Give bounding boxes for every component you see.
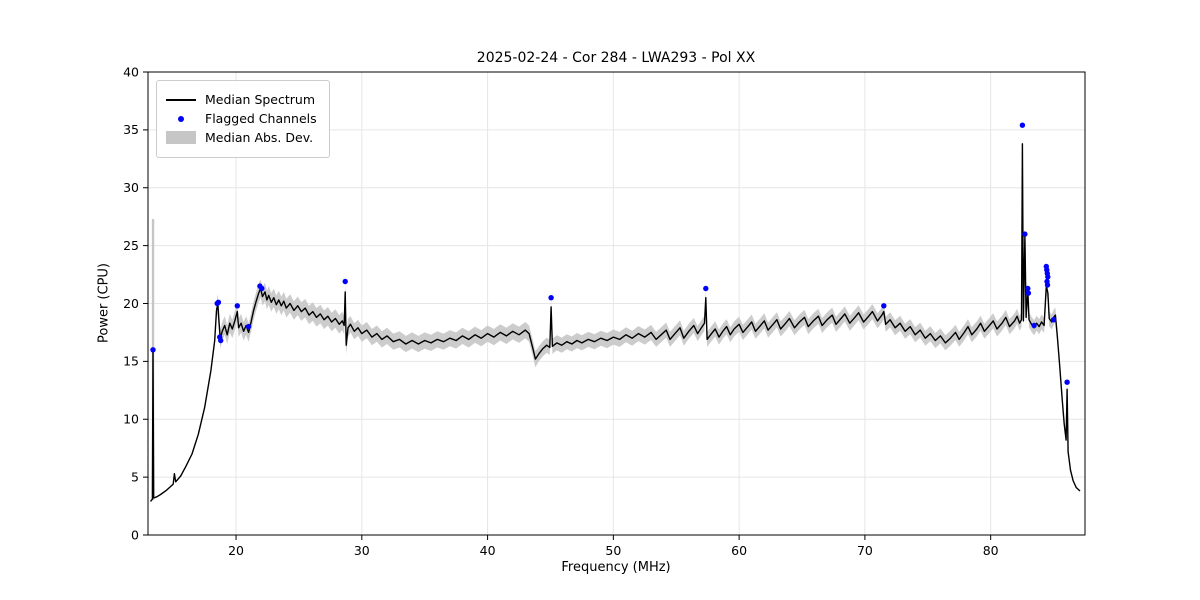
y-tick-label: 30 [123, 180, 139, 195]
flagged-point [1031, 323, 1036, 328]
flagged-point [218, 338, 223, 343]
x-tick-label: 70 [857, 543, 873, 558]
flagged-point [703, 286, 708, 291]
x-tick-label: 20 [228, 543, 244, 558]
flagged-point [1045, 274, 1050, 279]
flagged-point [150, 347, 155, 352]
flagged-point [1025, 286, 1030, 291]
y-tick-label: 15 [123, 354, 139, 369]
y-tick-label: 40 [123, 64, 139, 79]
y-tick-label: 35 [123, 122, 139, 137]
flagged-point [1020, 123, 1025, 128]
flagged-point [881, 303, 886, 308]
x-axis-label: Frequency (MHz) [561, 560, 670, 575]
spectrum-figure: 20 30 40 50 60 70 80 0 5 10 15 20 25 30 35 40 2025-02-2… [0, 0, 1200, 600]
y-tick-label: 10 [123, 412, 139, 427]
y-tick-label: 5 [131, 469, 139, 484]
y-axis-label: Power (CPU) [97, 263, 112, 343]
line-swatch-icon [166, 99, 196, 101]
chart-title: 2025-02-24 - Cor 284 - LWA293 - Pol XX [477, 50, 755, 66]
legend-label: Median Spectrum [205, 92, 315, 107]
flagged-point [1064, 380, 1069, 385]
x-tick-label: 60 [731, 543, 747, 558]
legend: Median Spectrum Flagged Channels Median … [156, 80, 330, 158]
x-tick-label: 80 [983, 543, 999, 558]
flagged-point [1045, 282, 1050, 287]
y-tick-label: 0 [131, 527, 139, 542]
x-tick-label: 40 [480, 543, 496, 558]
patch-swatch-icon [166, 131, 196, 144]
y-ticks: 0 5 10 15 20 25 30 35 40 [123, 64, 148, 542]
flagged-point [343, 279, 348, 284]
x-ticks: 20 30 40 50 60 70 80 [228, 535, 999, 558]
x-tick-label: 30 [354, 543, 370, 558]
flagged-point [235, 303, 240, 308]
flagged-point [246, 324, 251, 329]
legend-entry-median-spectrum: Median Spectrum [166, 92, 317, 107]
x-tick-label: 50 [605, 543, 621, 558]
flagged-point [1051, 317, 1056, 322]
median-spectrum-line [151, 144, 1081, 502]
legend-label: Median Abs. Dev. [205, 130, 313, 145]
legend-label: Flagged Channels [205, 111, 317, 126]
flagged-point [548, 295, 553, 300]
mad-band [217, 136, 1058, 367]
legend-entry-flagged-channels: Flagged Channels [166, 111, 317, 126]
legend-entry-median-abs-dev: Median Abs. Dev. [166, 130, 317, 145]
dot-swatch-icon [166, 116, 196, 122]
y-tick-label: 20 [123, 296, 139, 311]
flagged-point [1026, 290, 1031, 295]
flagged-point [259, 286, 264, 291]
y-tick-label: 25 [123, 238, 139, 253]
flagged-point [216, 300, 221, 305]
flagged-point [1022, 231, 1027, 236]
